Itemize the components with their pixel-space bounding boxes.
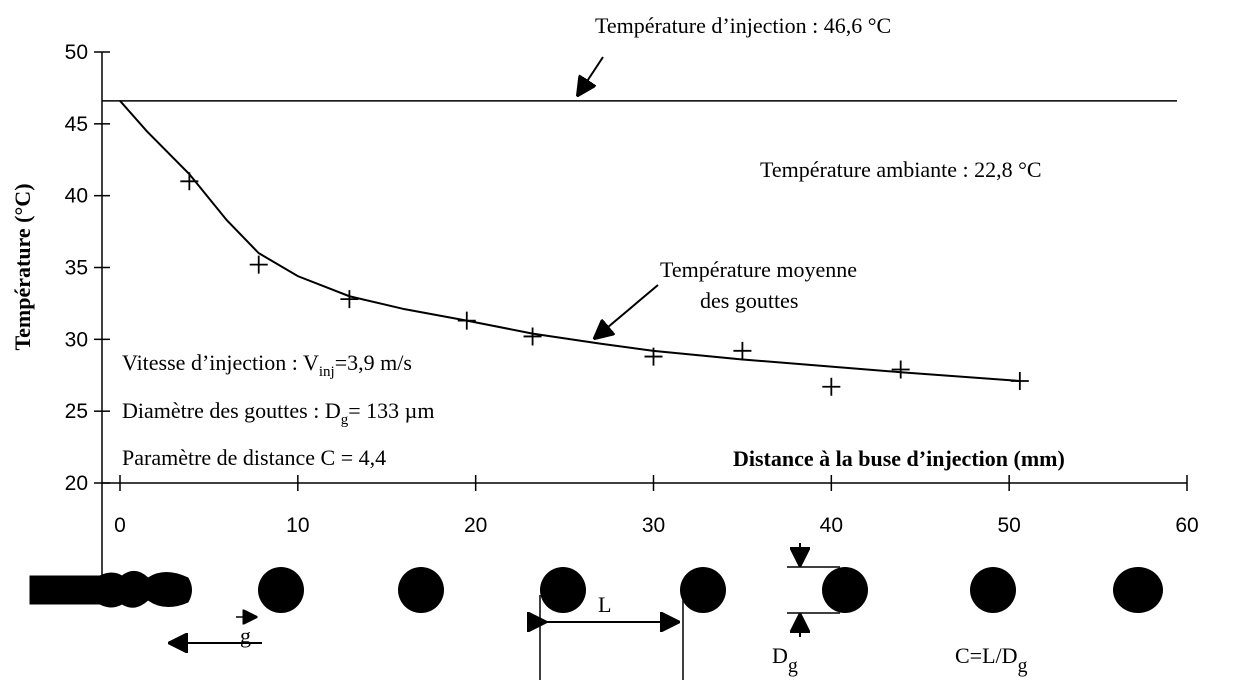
annotation: Diamètre des gouttes : Dg= 133 µm xyxy=(122,398,434,428)
arrow xyxy=(578,56,604,95)
data-point xyxy=(822,377,841,396)
annotation: Vitesse d’injection : Vinj=3,9 m/s xyxy=(122,350,412,380)
data-point xyxy=(249,255,268,274)
x-tick-label: 40 xyxy=(820,514,843,537)
droplet-diagram xyxy=(29,543,1163,680)
x-tick-label: 20 xyxy=(464,514,487,537)
data-point xyxy=(733,341,752,360)
y-axis-label: Température (°C) xyxy=(10,183,35,350)
diameter-label: Dg xyxy=(772,643,798,677)
annotation: Paramètre de distance C = 4,4 xyxy=(122,445,386,470)
gravity-label: g xyxy=(240,623,251,648)
y-tick-label: 25 xyxy=(65,400,88,423)
annotation: Température moyenne xyxy=(660,257,857,282)
x-tick-label: 0 xyxy=(114,514,126,537)
y-tick-label: 20 xyxy=(65,472,88,495)
x-tick-label: 50 xyxy=(997,514,1020,537)
x-tick-label: 10 xyxy=(286,514,309,537)
y-tick-label: 30 xyxy=(65,328,88,351)
y-tick-label: 45 xyxy=(65,113,88,136)
x-axis-label: Distance à la buse d’injection (mm) xyxy=(733,446,1065,471)
data-point xyxy=(523,327,542,346)
y-tick-label: 35 xyxy=(65,257,88,280)
y-tick-label: 50 xyxy=(65,41,88,64)
data-point xyxy=(340,290,359,309)
annotation: Température d’injection : 46,6 °C xyxy=(595,13,891,38)
x-tick-label: 30 xyxy=(642,514,665,537)
ratio-label: C=L/Dg xyxy=(955,643,1028,677)
data-point xyxy=(891,360,910,379)
length-label: L xyxy=(598,592,611,617)
arrow xyxy=(595,284,659,338)
fit-curve xyxy=(119,100,1020,382)
x-tick-label: 60 xyxy=(1175,514,1198,537)
annotation: Température ambiante : 22,8 °C xyxy=(760,157,1042,182)
annotation: des gouttes xyxy=(700,288,798,313)
y-tick-label: 40 xyxy=(65,185,88,208)
